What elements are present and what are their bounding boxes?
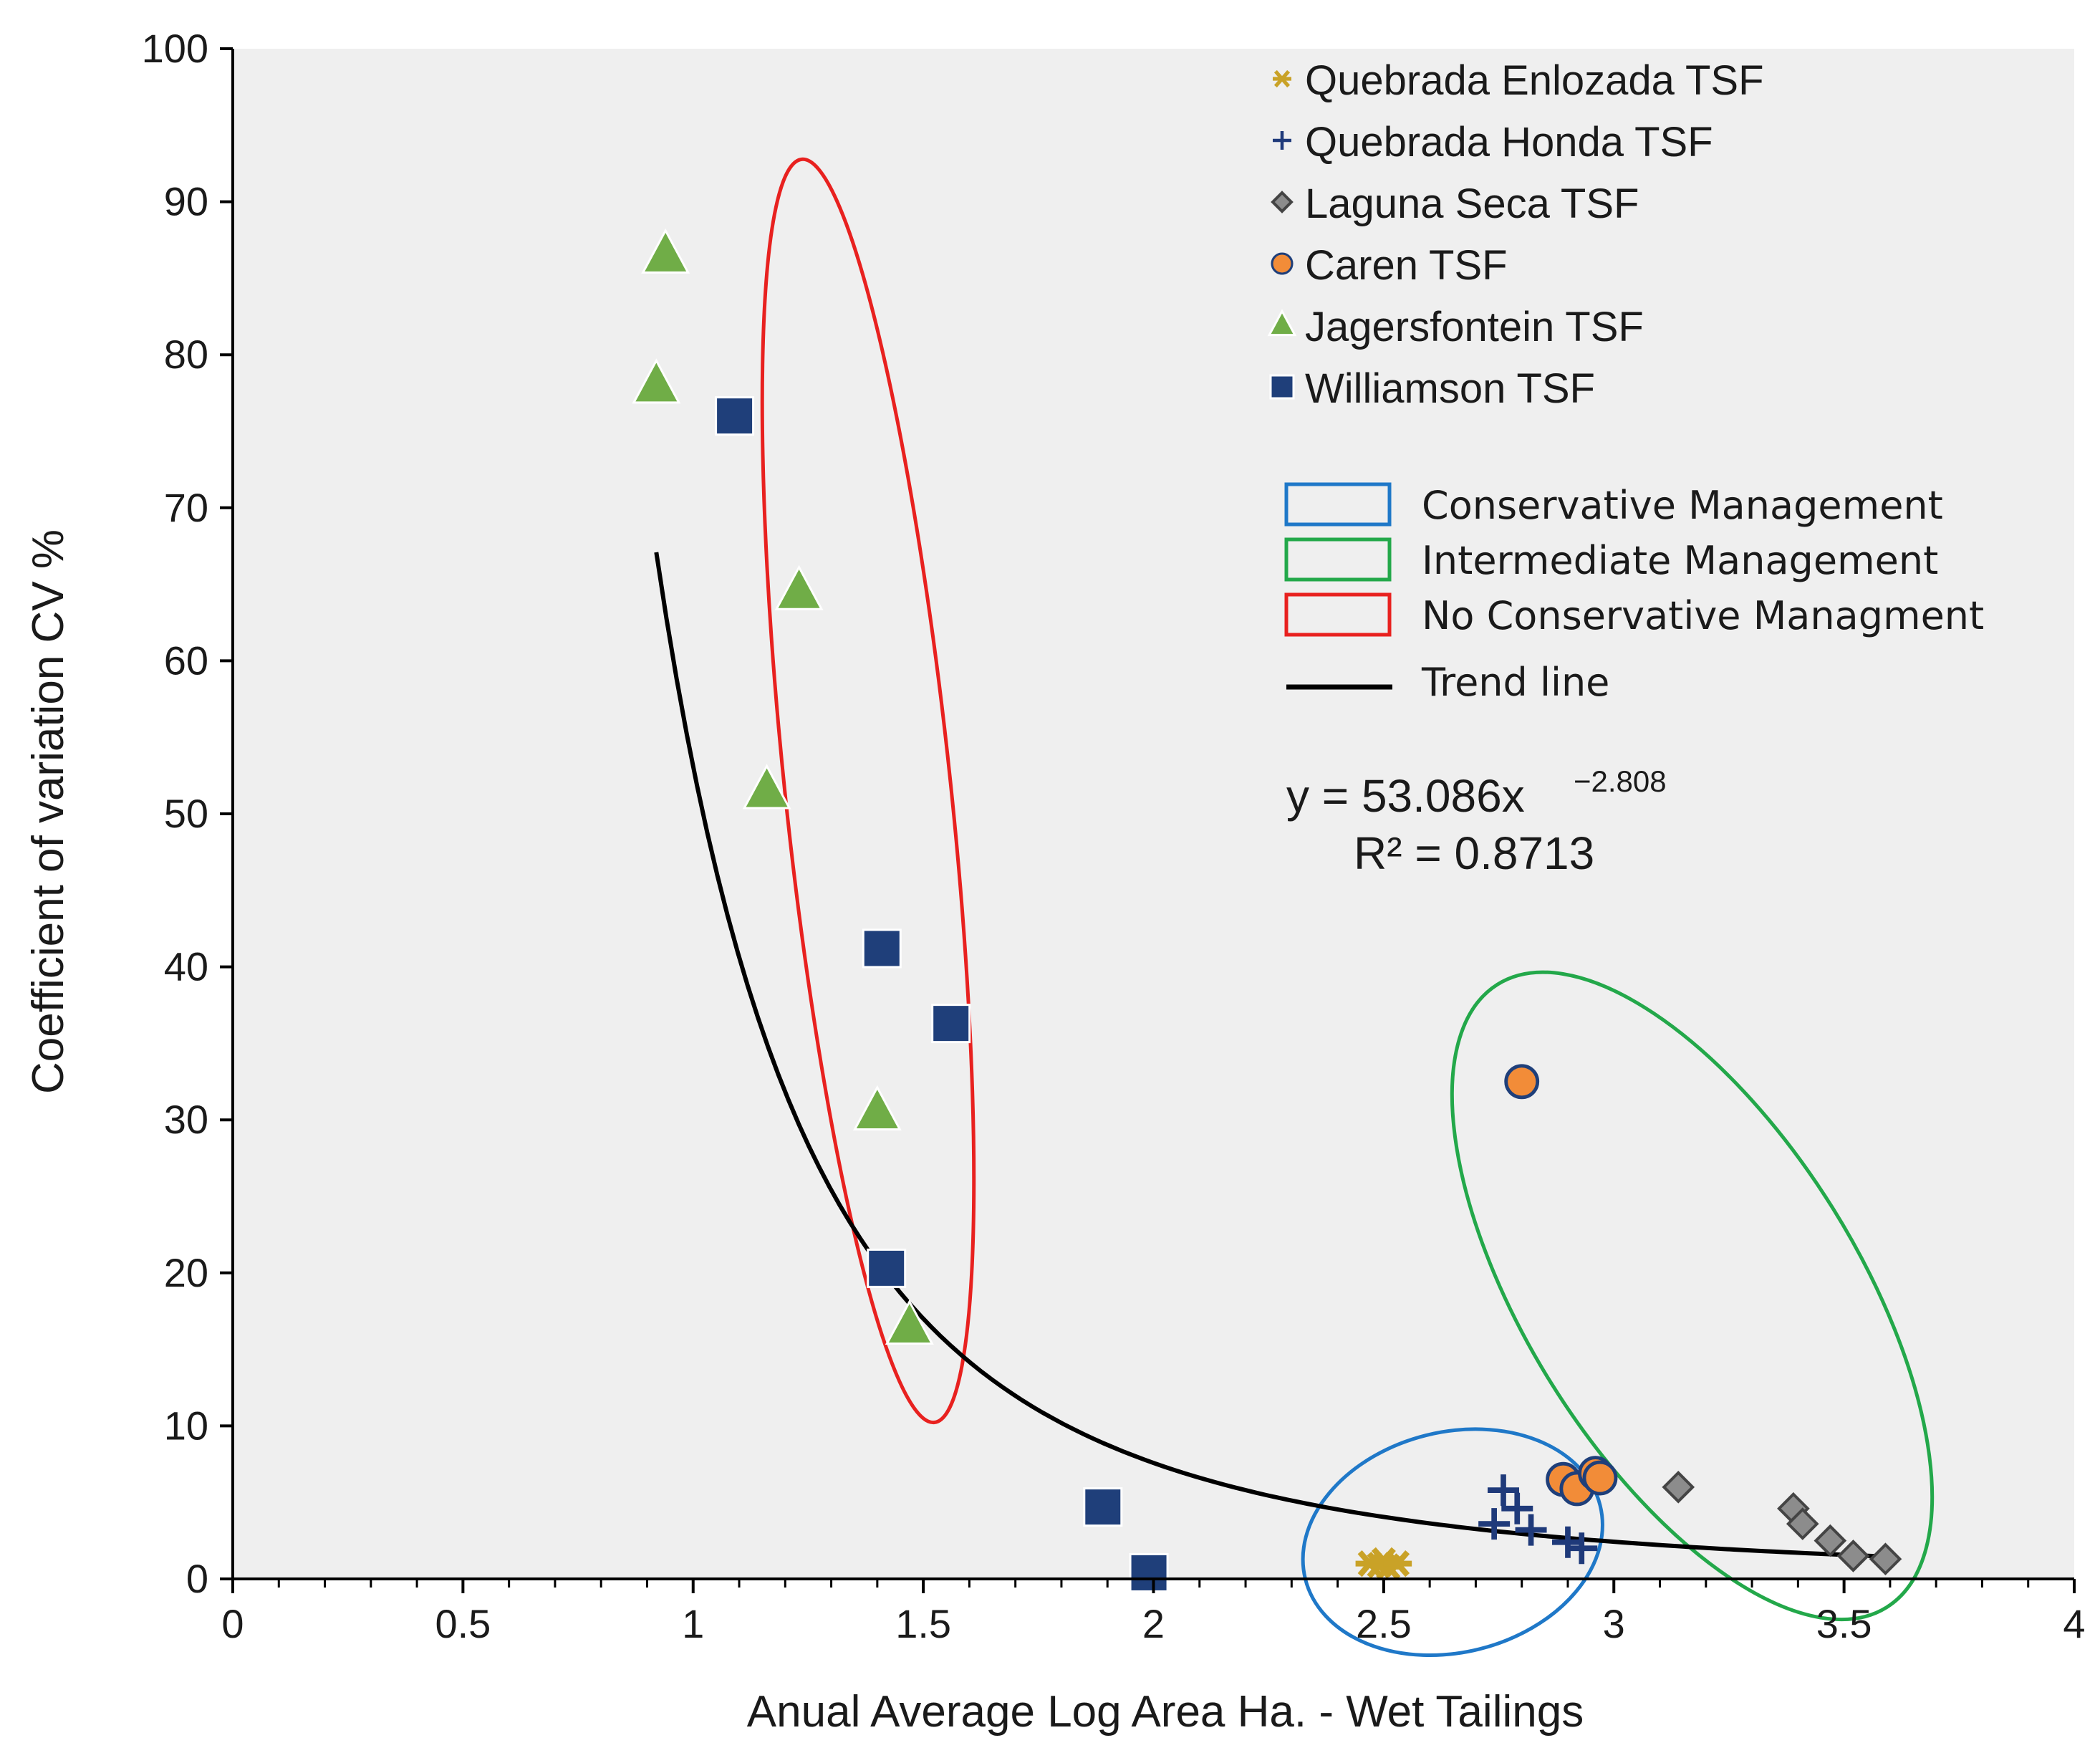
point-jagersfontein-tsf-6 (885, 1299, 934, 1345)
y-tick-label: 50 (164, 791, 208, 836)
point-jagersfontein-tsf-2 (632, 358, 681, 404)
point-quebrada-enlozada-tsf-5 (1383, 1550, 1412, 1577)
legend-label: Quebrada Enlozada TSF (1305, 57, 1764, 104)
legend-label: No Conservative Managment (1422, 593, 1984, 638)
point-williamson-tsf-2 (862, 928, 902, 969)
y-tick-label: 40 (164, 944, 208, 989)
legend-marker-triangle (1267, 309, 1297, 337)
x-tick-label: 2 (1142, 1601, 1165, 1646)
point-laguna-seca-tsf-5 (1836, 1540, 1870, 1572)
y-tick-label: 20 (164, 1250, 208, 1295)
x-axis-title: Anual Average Log Area Ha. - Wet Tailing… (747, 1687, 1584, 1737)
point-laguna-seca-tsf-6 (1869, 1542, 1902, 1576)
legend-box (1284, 537, 1392, 582)
point-caren-tsf-5 (1582, 1460, 1618, 1496)
legend-box (1284, 592, 1392, 637)
trend-equation-exponent: −2.808 (1574, 764, 1667, 798)
trend-equation: y = 53.086x −2.808 R² = 0.8713 (1286, 764, 1667, 879)
x-tick-label: 0.5 (435, 1601, 491, 1646)
legend-box (1284, 482, 1392, 527)
point-williamson-tsf-3 (931, 1004, 971, 1044)
point-quebrada-honda-tsf-6 (1566, 1532, 1598, 1565)
x-tick-label: 1.5 (895, 1601, 951, 1646)
data-markers (632, 228, 1902, 1593)
point-laguna-seca-tsf-4 (1814, 1524, 1847, 1557)
point-jagersfontein-tsf-1 (641, 228, 690, 274)
management-legend: Conservative Management Intermediate Mana… (1284, 482, 1984, 705)
x-tick-label: 1 (682, 1601, 704, 1646)
legend-marker-diamond (1271, 191, 1294, 213)
y-tick-label: 10 (164, 1403, 208, 1448)
y-tick-label: 0 (186, 1556, 208, 1601)
point-laguna-seca-tsf-1 (1662, 1471, 1695, 1504)
ellipse-intermediate (1450, 970, 1935, 1622)
legend-label: Williamson TSF (1305, 365, 1595, 412)
legend-marker-circle (1271, 252, 1294, 275)
legend-label: Conservative Management (1422, 483, 1943, 528)
y-tick-label: 70 (164, 485, 208, 530)
point-jagersfontein-tsf-4 (742, 764, 791, 810)
point-laguna-seca-tsf-3 (1786, 1507, 1819, 1540)
legend-label: Jagersfontein TSF (1305, 304, 1644, 350)
axis-ticks: 0 10 20 30 40 50 60 70 80 90 100 0 0.5 1 1.5 2 2.5 3 3.5 4 (142, 26, 2086, 1646)
x-tick-label: 3.5 (1816, 1601, 1872, 1646)
y-tick-label: 90 (164, 179, 208, 224)
y-tick-label: 60 (164, 638, 208, 683)
legend-label: Trend line (1421, 660, 1609, 705)
series-legend: Quebrada Enlozada TSF Quebrada Honda TSF L… (1267, 57, 1764, 412)
x-tick-label: 3 (1603, 1601, 1625, 1646)
trend-equation-text: y = 53.086x (1286, 770, 1525, 822)
legend-label: Caren TSF (1305, 242, 1508, 289)
trend-line (654, 552, 1877, 1559)
x-tick-label: 0 (221, 1601, 244, 1646)
x-tick-label: 4 (2063, 1601, 2085, 1646)
legend-marker-plus (1273, 131, 1291, 150)
y-axis-title: Coefficient of variation CV % (24, 529, 73, 1094)
trend-r-squared: R² = 0.8713 (1354, 827, 1594, 879)
point-williamson-tsf-1 (715, 396, 755, 436)
y-tick-label: 100 (142, 26, 208, 71)
point-jagersfontein-tsf-5 (852, 1085, 902, 1131)
point-williamson-tsf-4 (867, 1248, 907, 1288)
point-quebrada-honda-tsf-3 (1478, 1508, 1511, 1540)
point-quebrada-honda-tsf-1 (1487, 1474, 1519, 1507)
point-williamson-tsf-5 (1083, 1487, 1123, 1527)
point-quebrada-honda-tsf-4 (1515, 1514, 1547, 1546)
point-quebrada-honda-tsf-2 (1501, 1492, 1533, 1524)
legend-marker-square (1269, 374, 1295, 400)
point-williamson-tsf-6 (1129, 1552, 1169, 1593)
legend-label: Intermediate Management (1422, 538, 1938, 583)
y-tick-label: 30 (164, 1097, 208, 1142)
point-caren-tsf-1 (1504, 1064, 1540, 1100)
x-tick-label: 2.5 (1356, 1601, 1412, 1646)
legend-marker-star (1273, 69, 1291, 88)
legend-label: Quebrada Honda TSF (1305, 119, 1713, 165)
legend-label: Laguna Seca TSF (1305, 181, 1639, 227)
point-jagersfontein-tsf-3 (774, 565, 824, 610)
point-quebrada-honda-tsf-5 (1551, 1526, 1584, 1558)
plot-area-background (233, 49, 2074, 1579)
y-tick-label: 80 (164, 332, 208, 377)
